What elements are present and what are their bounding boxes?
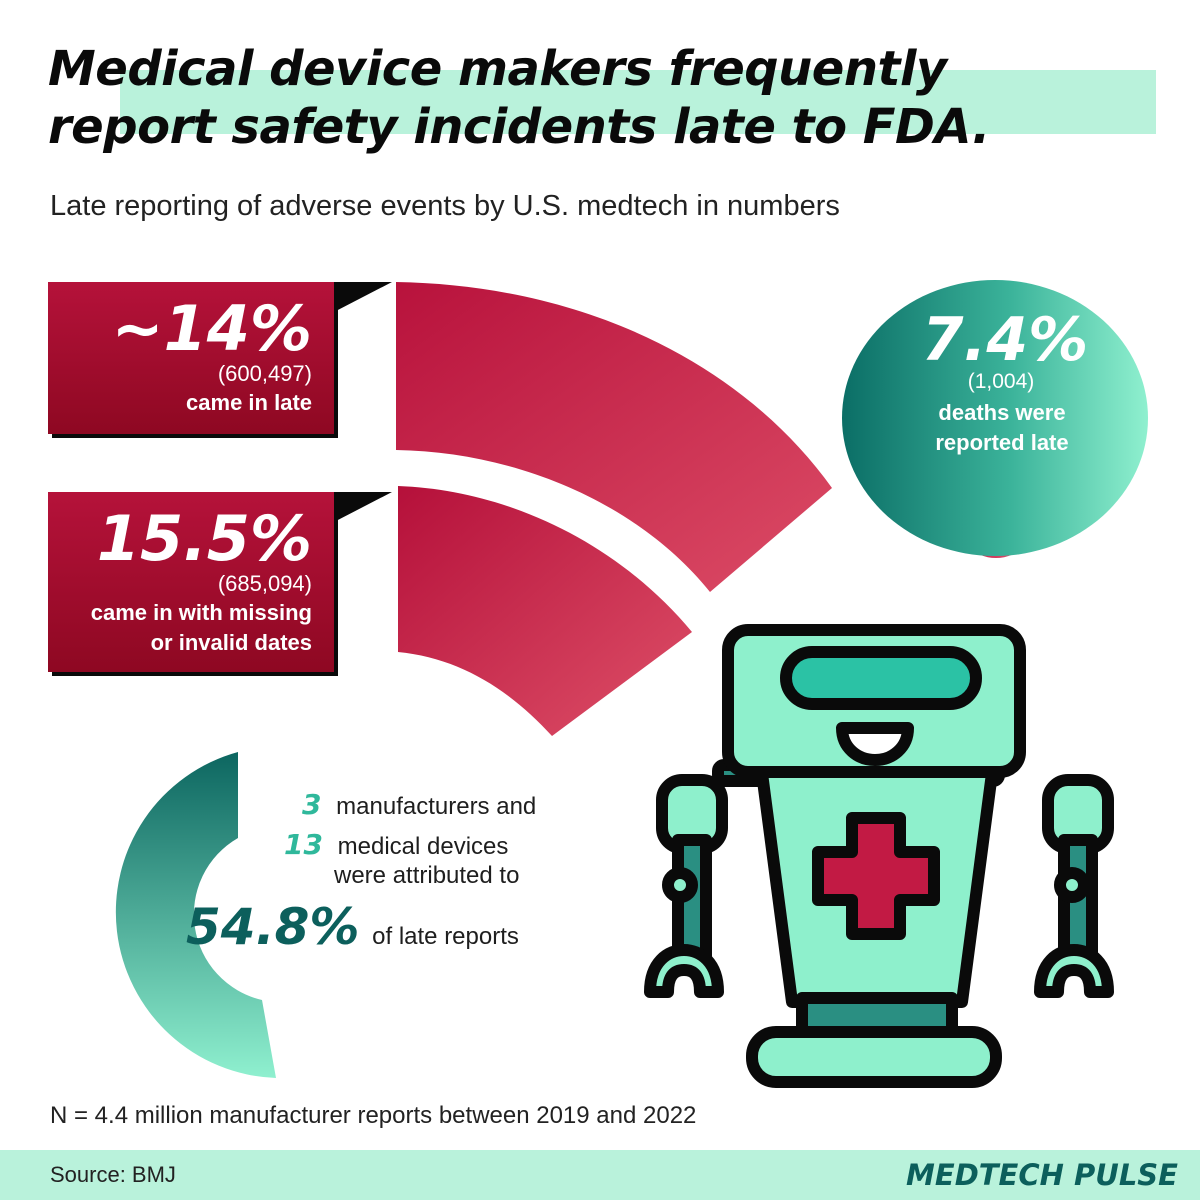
page-title: Medical device makers frequently report … (48, 40, 990, 156)
missing-count: (685,094) (217, 571, 312, 596)
brand-logo: MEDTECH PULSE (906, 1158, 1178, 1192)
share-percent: 54.8% (186, 898, 360, 956)
title-line-1: Medical device makers frequently (48, 41, 947, 97)
arc-late-reports (396, 282, 832, 592)
title-highlight (120, 70, 1156, 134)
missing-label-1: came in with missing (90, 600, 312, 625)
late-count: (600,497) (217, 361, 312, 386)
manufacturers-row: 3 manufacturers and (302, 788, 536, 821)
arc-missing-dates (398, 486, 692, 736)
sample-footnote: N = 4.4 million manufacturer reports bet… (50, 1102, 697, 1129)
share-label: of late reports (372, 923, 519, 950)
devices-row: 13 medical devices (284, 828, 508, 861)
footer-bar: Source: BMJ MEDTECH PULSE (0, 1150, 1200, 1200)
missing-dates-callout: 15.5% (685,094) came in with missing or … (48, 492, 334, 672)
late-label: came in late (186, 390, 312, 415)
subtitle: Late reporting of adverse events by U.S.… (50, 190, 840, 222)
share-row: 54.8% of late reports (186, 898, 519, 956)
missing-label-2: or invalid dates (150, 630, 312, 655)
share-ring (115, 752, 276, 1078)
deaths-circle: 7.4% (1,004) deaths were reported late (842, 280, 1148, 556)
title-line-2: report safety incidents late to FDA. (48, 99, 990, 155)
deaths-count: (1,004) (967, 370, 1035, 393)
deaths-label-2: reported late (935, 430, 1069, 455)
devices-label-2: were attributed to (334, 862, 520, 889)
deaths-percent: 7.4% (921, 305, 1089, 375)
cross-icon (812, 812, 940, 940)
deaths-label-1: deaths were (938, 400, 1066, 425)
callout-pointer-late (334, 282, 392, 312)
devices-count: 13 (284, 828, 323, 861)
late-percent: ~14% (111, 292, 312, 365)
missing-percent: 15.5% (96, 502, 312, 575)
manufacturers-count: 3 (302, 788, 322, 821)
devices-label-1: medical devices (337, 833, 509, 860)
manufacturers-label: manufacturers and (336, 793, 537, 820)
callout-pointer-missing (334, 492, 392, 522)
late-reports-callout: ~14% (600,497) came in late (48, 282, 334, 434)
source-label: Source: BMJ (50, 1162, 176, 1187)
